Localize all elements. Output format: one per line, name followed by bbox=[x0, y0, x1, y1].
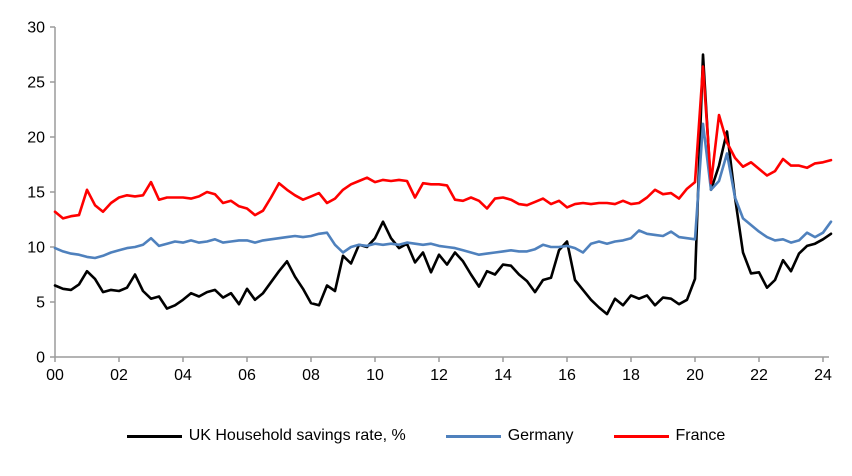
legend-item-germany: Germany bbox=[445, 427, 574, 445]
series-line-1 bbox=[53, 122, 833, 260]
chart-legend: UK Household savings rate, % Germany Fra… bbox=[0, 427, 852, 445]
x-tick-label: 24 bbox=[814, 367, 832, 384]
legend-item-france: France bbox=[613, 427, 726, 445]
x-tick-label: 22 bbox=[750, 367, 768, 384]
series-line-2 bbox=[53, 65, 833, 220]
y-tick-label: 15 bbox=[27, 185, 45, 202]
x-tick-label: 04 bbox=[174, 367, 192, 384]
x-tick-label: 20 bbox=[686, 367, 704, 384]
uk-legend-label: UK Household savings rate, % bbox=[188, 427, 406, 444]
france-legend-label: France bbox=[675, 427, 726, 444]
x-tick-label: 00 bbox=[46, 367, 64, 384]
y-tick-label: 5 bbox=[36, 295, 45, 312]
x-tick-label: 16 bbox=[558, 367, 576, 384]
chart-canvas: 0 5 10 15 20 25 30 00 02 04 06 08 10 12 14 16 18 20 22 24 bbox=[27, 20, 833, 384]
uk-line-swatch bbox=[126, 434, 182, 438]
x-tick-label: 10 bbox=[366, 367, 384, 384]
x-tick-label: 18 bbox=[622, 367, 640, 384]
y-tick-label: 25 bbox=[27, 75, 45, 92]
x-tick-label: 02 bbox=[110, 367, 128, 384]
x-tick-label: 14 bbox=[494, 367, 512, 384]
germany-line-swatch bbox=[445, 434, 501, 438]
y-tick-label: 20 bbox=[27, 130, 45, 147]
y-tick-label: 0 bbox=[36, 350, 45, 367]
y-tick-label: 30 bbox=[27, 20, 45, 37]
legend-item-uk: UK Household savings rate, % bbox=[126, 427, 406, 445]
y-tick-label: 10 bbox=[27, 240, 45, 257]
france-line-swatch bbox=[613, 434, 669, 438]
germany-legend-label: Germany bbox=[507, 427, 574, 444]
x-tick-label: 12 bbox=[430, 367, 448, 384]
x-tick-label: 06 bbox=[238, 367, 256, 384]
x-tick-label: 08 bbox=[302, 367, 320, 384]
